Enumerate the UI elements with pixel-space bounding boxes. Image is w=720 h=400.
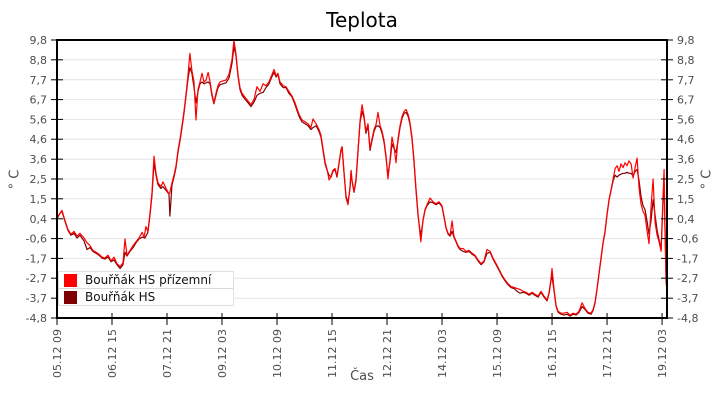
y-tick-label-right: 7,7 [677,74,695,87]
chart-title: Teplota [326,8,398,32]
x-axis-title: Čas [350,369,374,384]
y-tick-label-left: 5,6 [30,113,48,126]
y-tick-label-right: 4,6 [677,133,695,146]
y-tick-label-right: 2,5 [677,173,695,186]
y-tick-label-right: -0,6 [677,233,698,246]
y-tick-label-left: -3,7 [26,292,47,305]
legend-swatch-red [64,273,77,287]
chart-legend: Bouřňák HS přízemní Bouřňák HS [58,271,234,306]
y-tick-label-left: 3,6 [30,153,48,166]
x-tick-label: 19.12 03 [656,329,669,378]
x-tick-label: 17.12 21 [601,329,614,378]
series-line-bournak-hs-prizemni [57,40,667,316]
x-tick-label: 15.12 09 [491,329,504,378]
y-tick-label-left: -2,7 [26,272,47,285]
legend-swatch-darkred [64,290,77,304]
y-tick-label-left: 4,6 [30,133,48,146]
x-tick-label: 09.12 03 [216,329,229,378]
x-tick-label: 11.12 15 [326,329,339,378]
y-tick-label-right: 5,6 [677,113,695,126]
y-tick-label-left: 8,8 [30,54,48,67]
x-tick-label: 14.12 03 [436,329,449,378]
y-tick-label-left: 1,5 [30,193,48,206]
y-tick-label-right: -2,7 [677,272,698,285]
y-tick-label-right: 8,8 [677,54,695,67]
y-tick-label-left: 0,4 [30,213,48,226]
y-axis-title-left: ° C [7,169,23,190]
legend-label-main: Bouřňák HS [85,290,156,304]
x-tick-label: 16.12 15 [546,329,559,378]
y-tick-label-left: -1,7 [26,252,47,265]
y-tick-label-right: -1,7 [677,252,698,265]
y-tick-label-right: 1,5 [677,193,695,206]
y-tick-label-left: 6,7 [30,94,48,107]
legend-item-ground: Bouřňák HS přízemní [59,272,233,288]
y-tick-label-right: -4,8 [677,312,698,325]
y-tick-label-left: -4,8 [26,312,47,325]
x-tick-label: 10.12 09 [271,329,284,378]
y-tick-label-left: -0,6 [26,233,47,246]
y-tick-label-right: 0,4 [677,213,695,226]
y-tick-label-right: 9,8 [677,34,695,47]
y-tick-label-right: 3,6 [677,153,695,166]
legend-label-ground: Bouřňák HS přízemní [85,273,212,287]
y-tick-label-left: 7,7 [30,74,48,87]
legend-item-main: Bouřňák HS [59,288,233,305]
y-tick-label-left: 9,8 [30,34,48,47]
x-tick-label: 12.12 21 [381,329,394,378]
x-tick-label: 07.12 21 [161,329,174,378]
x-tick-label: 05.12 09 [51,329,64,378]
y-tick-label-right: 6,7 [677,94,695,107]
y-tick-label-right: -3,7 [677,292,698,305]
x-tick-label: 06.12 15 [106,329,119,378]
y-axis-title-right: ° C [699,169,715,190]
y-tick-label-left: 2,5 [30,173,48,186]
